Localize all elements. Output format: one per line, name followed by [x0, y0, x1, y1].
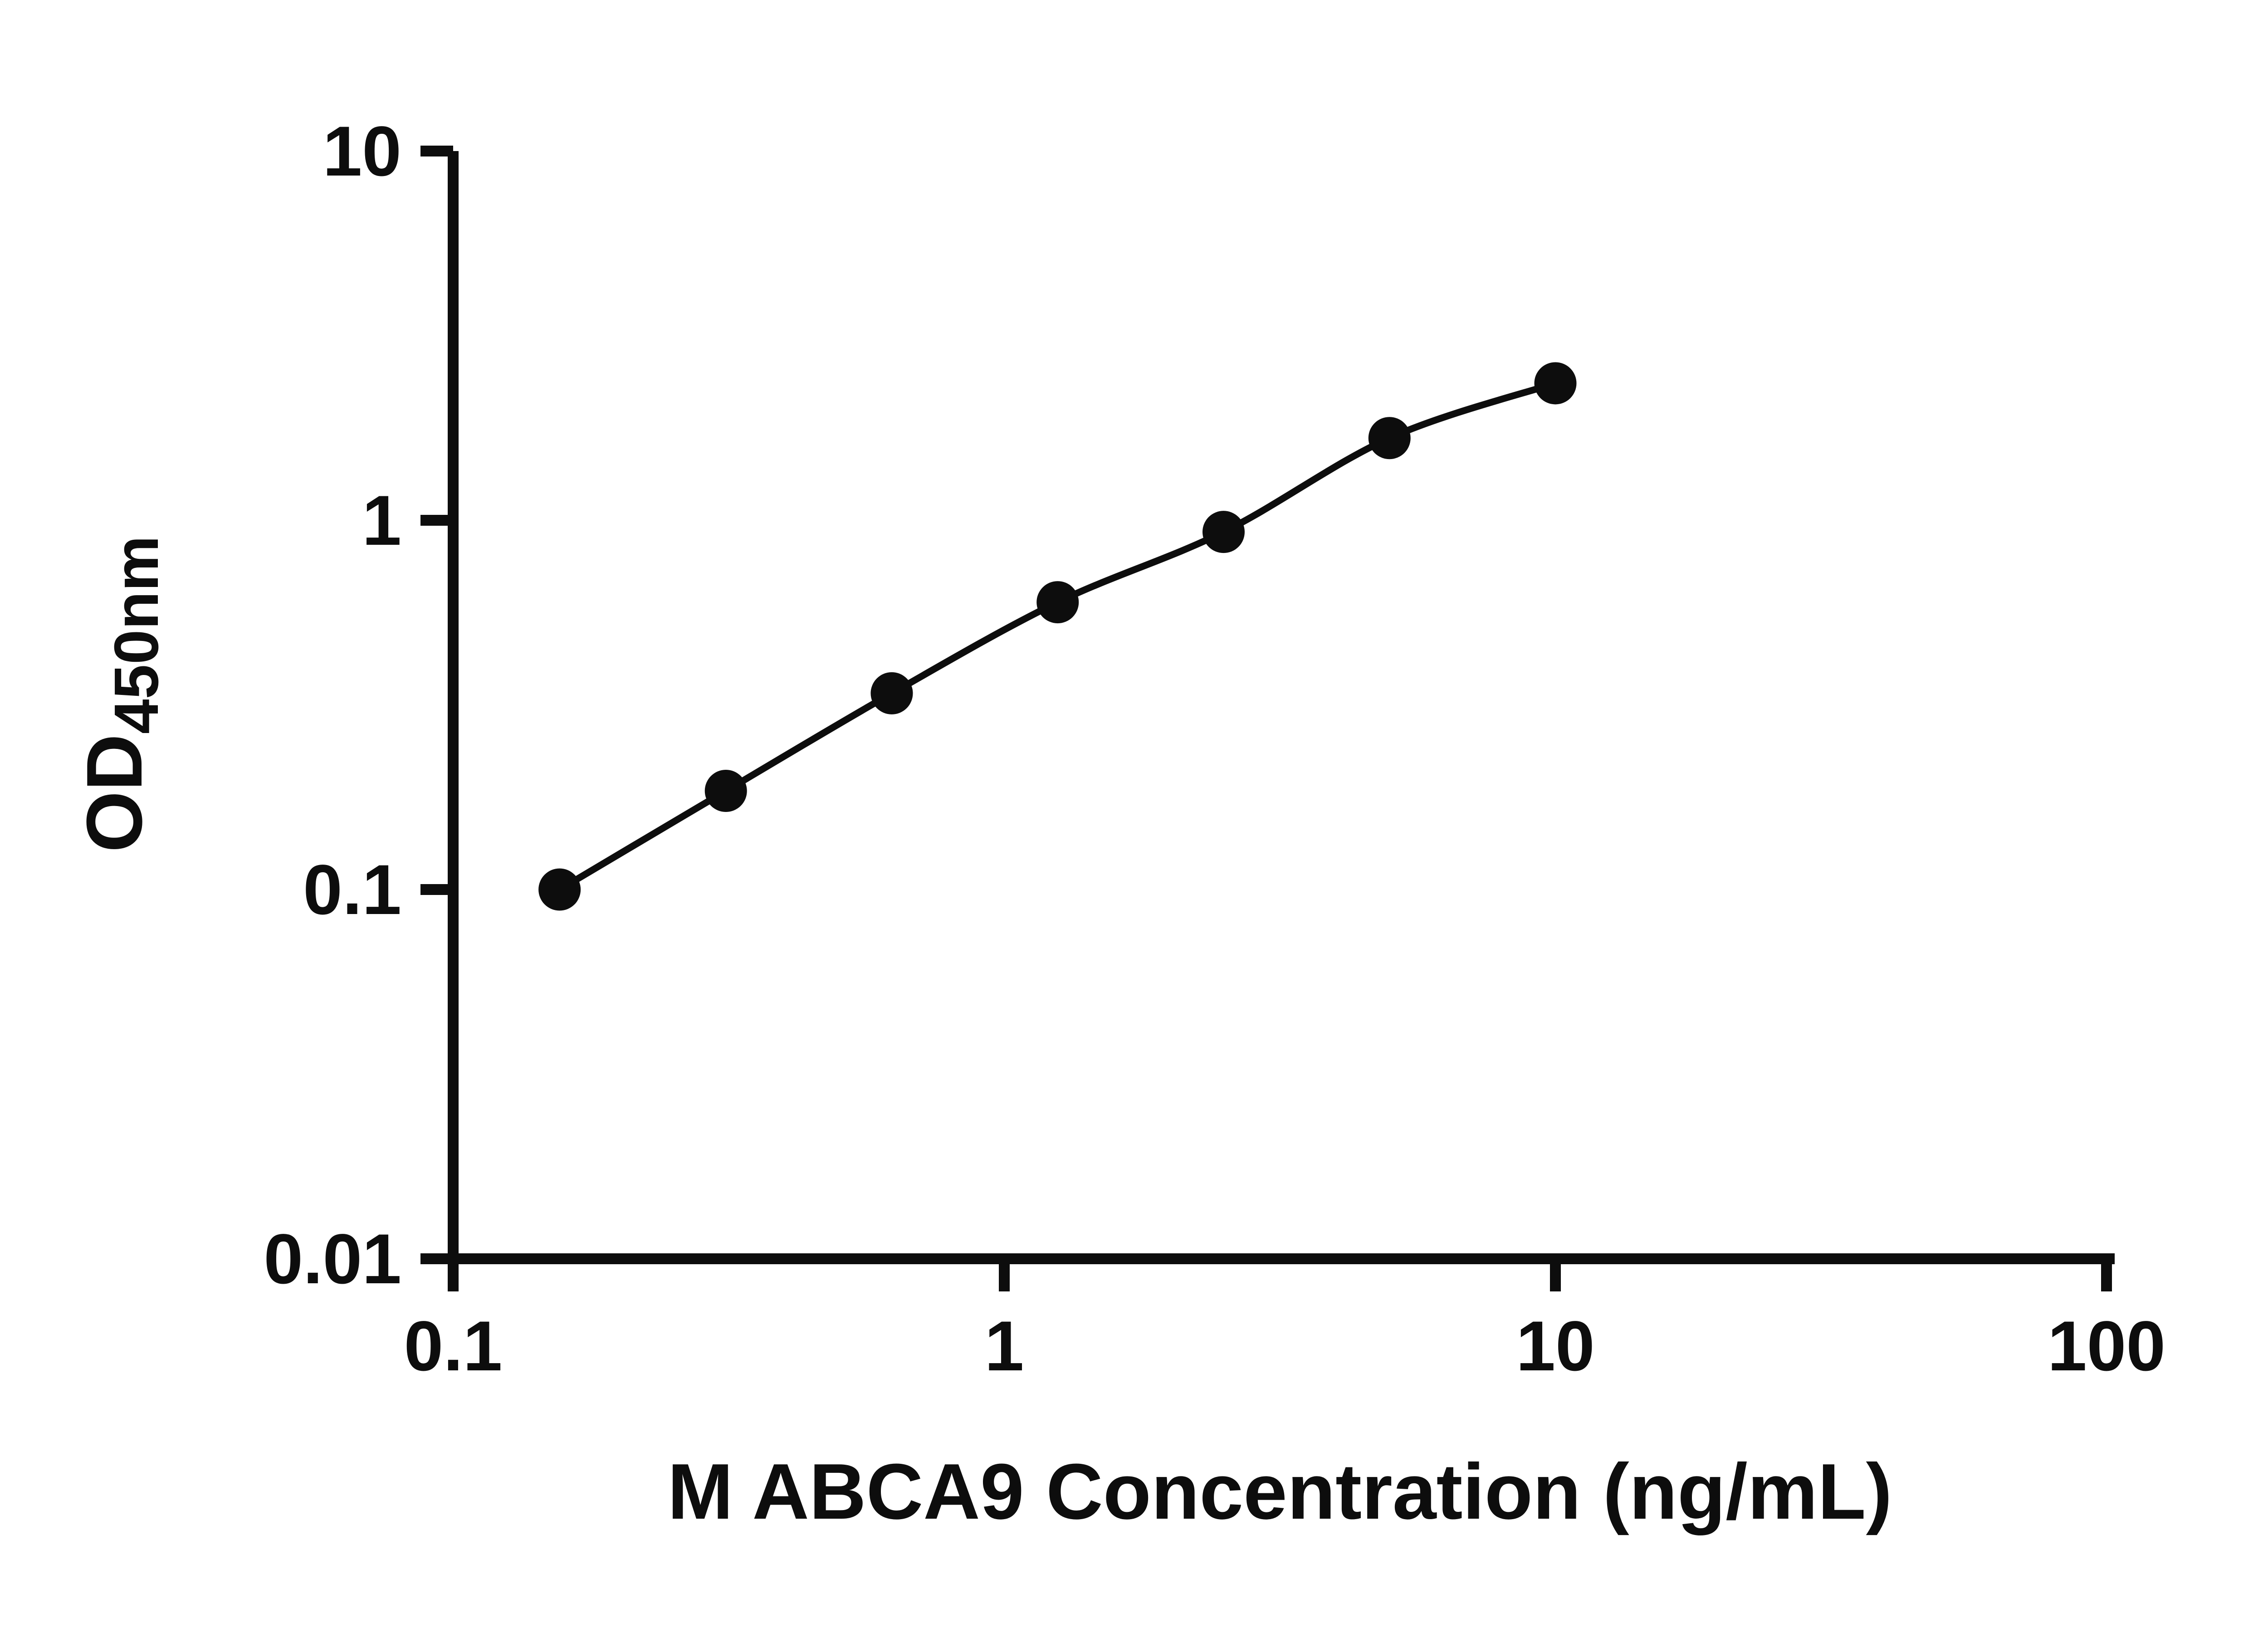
data-point	[1202, 511, 1245, 553]
series-curve	[557, 380, 1557, 893]
y-axis-label: OD450nm	[70, 536, 171, 852]
data-point	[1368, 417, 1411, 460]
y-axis-tick-label: 0.1	[303, 851, 401, 929]
data-point	[870, 672, 913, 714]
x-axis-tick-label: 10	[1516, 1307, 1595, 1386]
data-point	[704, 770, 747, 812]
x-axis-tick-label: 1	[985, 1307, 1024, 1386]
y-axis-tick-label: 10	[323, 112, 401, 191]
x-axis-tick-label: 0.1	[404, 1307, 503, 1386]
data-point	[1036, 581, 1079, 624]
y-axis-tick-label: 1	[362, 481, 401, 560]
data-point	[538, 868, 581, 911]
x-axis-tick-label: 100	[2048, 1307, 2165, 1386]
y-axis-tick-label: 0.01	[264, 1220, 401, 1299]
data-point	[1534, 362, 1577, 405]
x-axis-label: M ABCA9 Concentration (ng/mL)	[667, 1447, 1892, 1535]
